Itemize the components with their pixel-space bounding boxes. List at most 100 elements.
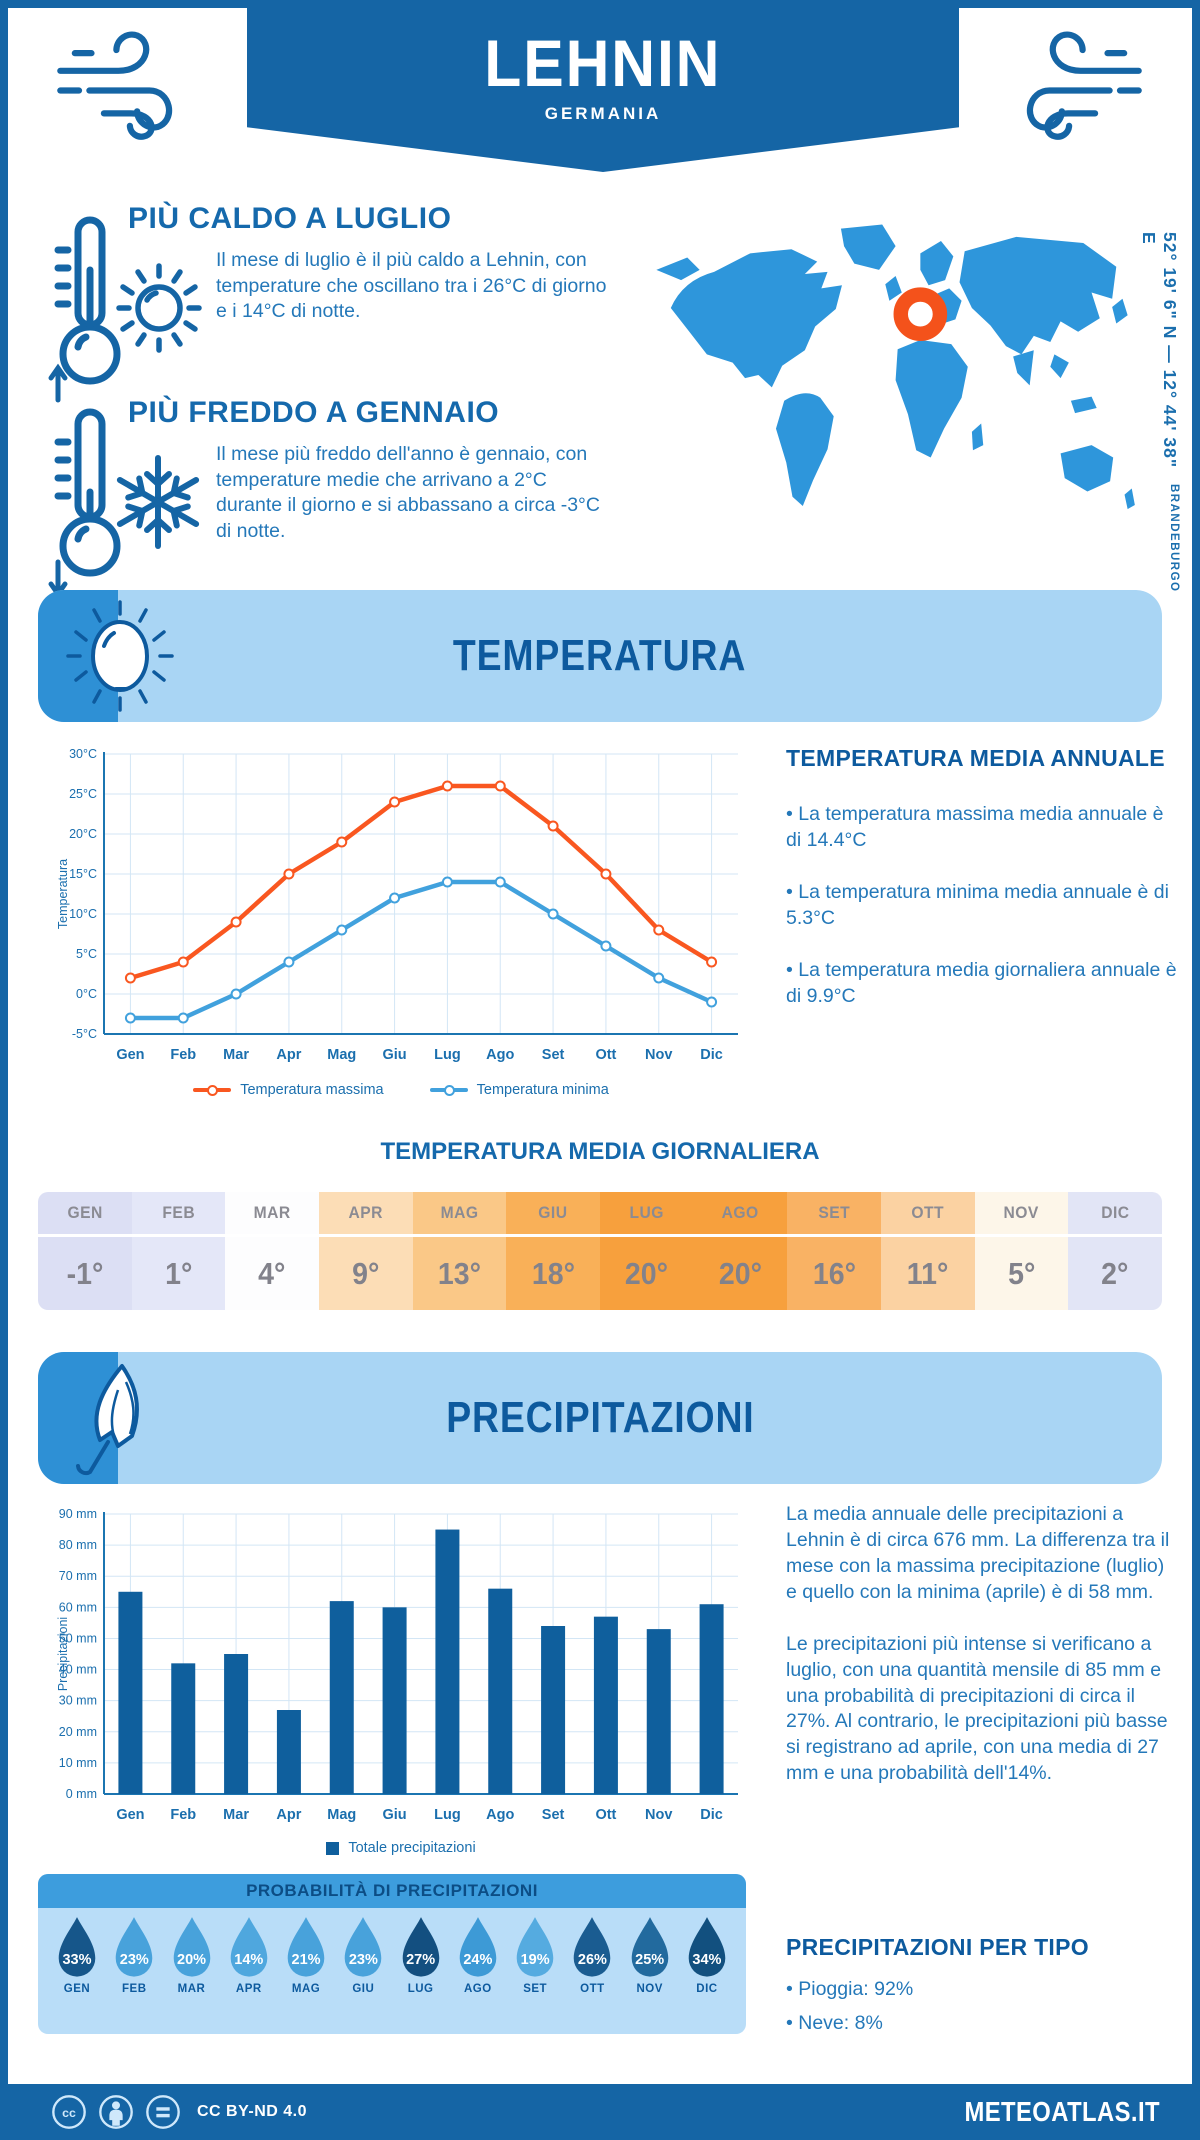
svg-text:90 mm: 90 mm (59, 1507, 97, 1521)
svg-text:10 mm: 10 mm (59, 1756, 97, 1770)
cc-nd-icon (146, 2095, 180, 2129)
svg-text:Precipitazioni: Precipitazioni (56, 1617, 70, 1691)
probability-drop-item: 21% MAG (283, 1916, 329, 1995)
coldest-title: PIÙ FREDDO A GENNAIO (128, 396, 500, 429)
daily-temperature-table: GEN -1° FEB 1° MAR 4° APR 9° MAG 13° GIU 18° LUG 20° A… (38, 1192, 1162, 1310)
probability-month-label: NOV (636, 1983, 663, 1995)
probability-month-label: SET (523, 1983, 548, 1995)
table-temperature-value: 20° (600, 1237, 694, 1310)
precipitation-types-panel: PRECIPITAZIONI PER TIPO • Pioggia: 92% •… (786, 1934, 1180, 2063)
probability-value: 26% (577, 1952, 607, 1968)
table-month-column: SET 16° (787, 1192, 882, 1310)
probability-value: 34% (692, 1952, 722, 1968)
svg-text:50 mm: 50 mm (59, 1631, 97, 1645)
droplet-icon (287, 1917, 325, 1977)
svg-text:Ott: Ott (595, 1047, 616, 1063)
table-month-header: FEB (131, 1192, 226, 1234)
probability-drop-item: 19% SET (512, 1916, 558, 1995)
svg-text:5°C: 5°C (76, 947, 97, 961)
probability-value: 24% (463, 1952, 493, 1968)
title-banner: LEHNIN GERMANIA (247, 0, 959, 172)
annual-temperature-panel: TEMPERATURA MEDIA ANNUALE • La temperatu… (786, 745, 1178, 1036)
probability-drop-item: 23% FEB (111, 1916, 157, 1995)
precipitation-types-title: PRECIPITAZIONI PER TIPO (786, 1934, 1089, 1960)
table-month-header: AGO (693, 1192, 788, 1234)
svg-text:Giu: Giu (382, 1807, 406, 1823)
probability-month-label: AGO (464, 1983, 492, 1995)
table-temperature-value: 20° (693, 1237, 788, 1310)
svg-text:10°C: 10°C (69, 907, 97, 921)
svg-text:Mag: Mag (327, 1047, 356, 1063)
table-month-column: LUG 20° (600, 1192, 694, 1310)
precipitation-summary-panel: La media annuale delle precipitazioni a … (786, 1502, 1180, 1813)
svg-text:Nov: Nov (645, 1807, 672, 1823)
svg-text:70 mm: 70 mm (59, 1569, 97, 1583)
table-temperature-value: 5° (974, 1237, 1069, 1310)
temperature-section-banner: TEMPERATURA (38, 590, 1162, 722)
table-month-column: MAG 13° (412, 1192, 507, 1310)
svg-text:40 mm: 40 mm (59, 1663, 97, 1677)
legend-square-icon (326, 1841, 340, 1855)
snow-bullet: • Neve: 8% (786, 2011, 883, 2034)
table-month-column: MAR 4° (225, 1192, 320, 1310)
legend-dot-icon (443, 1084, 455, 1096)
table-month-column: GEN -1° (38, 1192, 132, 1310)
table-month-header: NOV (974, 1192, 1069, 1234)
daily-temperature-title: TEMPERATURA MEDIA GIORNALIERA (380, 1138, 820, 1165)
footer: cc CC BY-ND 4.0 METEOATLAS.IT (0, 2084, 1200, 2140)
legend-item: Temperatura massima (193, 1082, 384, 1098)
svg-text:20 mm: 20 mm (59, 1725, 97, 1739)
table-month-header: APR (319, 1192, 413, 1234)
table-month-header: GIU (506, 1192, 601, 1234)
probability-value: 14% (234, 1952, 264, 1968)
annual-max-bullet: • La temperatura massima media annuale è… (786, 803, 1164, 851)
svg-text:15°C: 15°C (69, 867, 97, 881)
table-month-header: MAR (225, 1192, 320, 1234)
svg-text:-5°C: -5°C (72, 1027, 97, 1041)
location-marker-icon (893, 287, 948, 341)
table-month-header: OTT (881, 1192, 975, 1234)
table-temperature-value: 16° (787, 1237, 882, 1310)
precipitation-section-title: PRECIPITAZIONI (445, 1393, 755, 1442)
table-temperature-value: -1° (38, 1237, 132, 1310)
snowflake-icon (116, 455, 200, 549)
table-month-header: MAG (412, 1192, 507, 1234)
rain-bullet: • Pioggia: 92% (786, 1978, 914, 2000)
annual-temperature-title: TEMPERATURA MEDIA ANNUALE (786, 745, 1165, 771)
probability-month-label: MAG (291, 1983, 321, 1995)
probability-drop-item: 33% GEN (54, 1916, 100, 1995)
probability-value: 33% (62, 1952, 92, 1968)
droplet-icon (115, 1917, 153, 1977)
probability-drop-item: 34% DIC (684, 1916, 730, 1995)
table-temperature-value: 18° (506, 1237, 601, 1310)
thermometer-up-icon (48, 216, 121, 403)
table-month-column: DIC 2° (1068, 1192, 1162, 1310)
coordinates-label: 52° 19' 6" N — 12° 44' 38" E (1139, 232, 1180, 469)
creative-commons-icon: cc (52, 2095, 86, 2129)
svg-text:Lug: Lug (434, 1807, 461, 1823)
coldest-text: Il mese più freddo dell'anno è gennaio, … (216, 443, 600, 543)
probability-month-label: DIC (696, 1983, 718, 1995)
svg-text:60 mm: 60 mm (59, 1600, 97, 1614)
table-month-column: APR 9° (319, 1192, 413, 1310)
precipitation-section-banner: PRECIPITAZIONI (38, 1352, 1162, 1484)
precipitation-summary-1: La media annuale delle precipitazioni a … (786, 1503, 1170, 1603)
svg-text:Mag: Mag (327, 1807, 356, 1823)
probability-drop-item: 23% GIU (340, 1916, 386, 1995)
droplet-icon (516, 1917, 554, 1977)
svg-text:Ago: Ago (486, 1047, 514, 1063)
probability-drop-item: 25% NOV (627, 1916, 673, 1995)
legend-line-icon (429, 1084, 468, 1096)
svg-text:0 mm: 0 mm (66, 1787, 97, 1801)
svg-text:Giu: Giu (382, 1047, 406, 1063)
probability-month-label: GEN (63, 1983, 91, 1995)
precipitation-probability-box: PROBABILITÀ DI PRECIPITAZIONI 33% GEN 23% F… (38, 1874, 746, 2034)
coordinates-block: 52° 19' 6" N — 12° 44' 38" E BRANDEBURGO (1138, 232, 1180, 592)
probability-drop-item: 24% AGO (455, 1916, 501, 1995)
legend-item: Temperatura minima (429, 1082, 609, 1098)
svg-text:Ott: Ott (595, 1807, 616, 1823)
svg-text:30 mm: 30 mm (59, 1694, 97, 1708)
precipitation-probability-drops: 33% GEN 23% FEB 20% MAR 14% APR 21% MAG 23% GIU 27% L… (38, 1908, 746, 1995)
probability-month-label: OTT (580, 1983, 605, 1995)
